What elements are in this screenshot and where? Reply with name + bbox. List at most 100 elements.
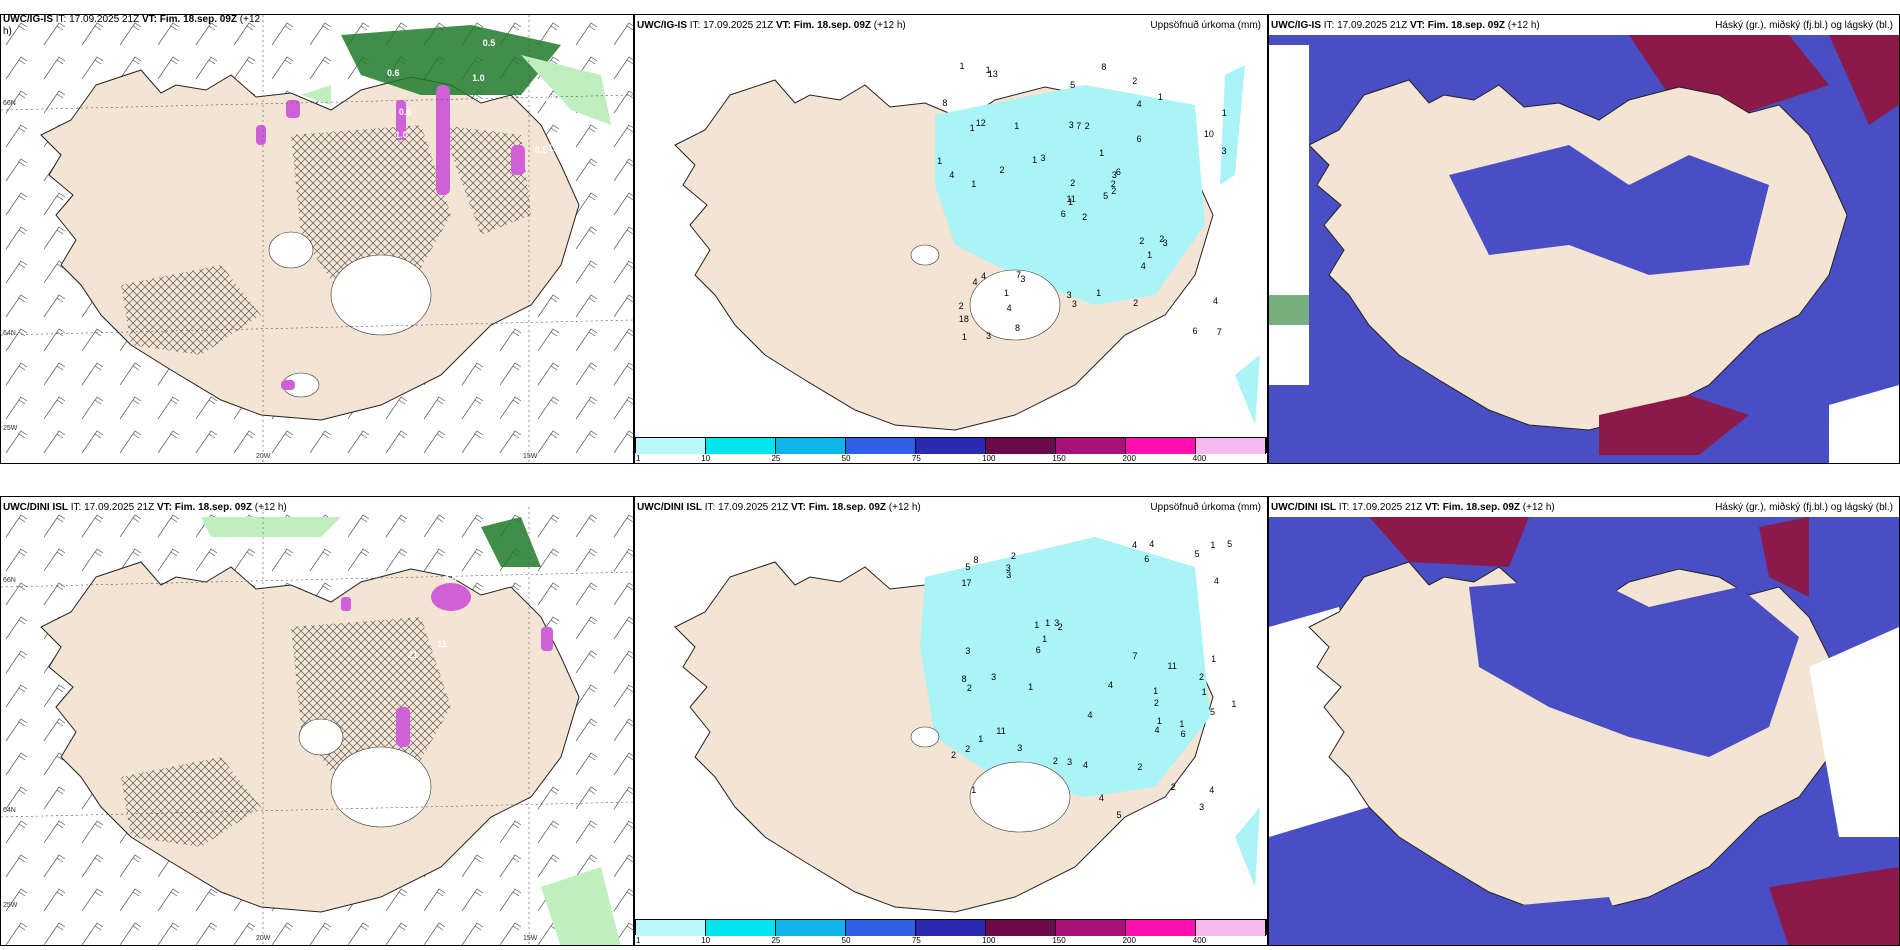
lon-label: 20W (256, 453, 271, 460)
precip-value: 2 (1133, 298, 1139, 309)
precip-value: 8 (961, 673, 967, 684)
panel-top-mid: UWC/IG-IS IT: 17.09.2025 21Z VT: Fim. 18… (634, 14, 1268, 464)
precip-value: 18 (958, 314, 969, 325)
lon-label: 15W (523, 453, 538, 460)
precip-value: 2 (1052, 755, 1058, 766)
wind-value: 0.5 (482, 37, 496, 48)
precip-value: 2 (1132, 76, 1138, 87)
precip-value: 5 (1210, 706, 1216, 717)
precip-value: 6 (1180, 729, 1186, 740)
wind-value: 11 (437, 639, 447, 650)
wind-value: 0.6 (387, 67, 400, 78)
precip-value: 5 (1103, 191, 1109, 202)
precip-value: 8 (942, 98, 948, 109)
precip-value: 1 (937, 155, 943, 166)
precip-value: 2 (965, 744, 971, 755)
precip-value: 4 (1136, 99, 1142, 110)
wind-value: 21 (407, 650, 418, 661)
panel-top-right: UWC/IG-IS IT: 17.09.2025 21Z VT: Fim. 18… (1268, 14, 1900, 464)
precip-value: 4 (1082, 759, 1088, 770)
colorbar-tick-label: 75 (911, 936, 921, 945)
precip-value: 4 (1209, 785, 1215, 796)
precip-value: 1 (1210, 539, 1216, 550)
colorbar-tick-label: 50 (841, 454, 851, 463)
precip-value: 1 (1003, 287, 1009, 298)
precip-value: 10 (1203, 129, 1214, 140)
precip-value: 1 (1045, 617, 1051, 628)
wind-value: 0.6 (398, 107, 412, 118)
precip-value: 3 (1040, 153, 1046, 163)
precip-value: 1 (1067, 196, 1073, 207)
precip-value: 1 (1153, 685, 1159, 696)
precip-value: 4 (1087, 710, 1093, 721)
lon-label: 25W (3, 902, 18, 909)
precip-value: 2 (999, 165, 1005, 176)
precip-value: 6 (1115, 167, 1121, 178)
precip-value: 13 (987, 69, 998, 80)
precip-value: 2 (1170, 781, 1176, 792)
precip-value: 1 (1034, 620, 1040, 631)
precip-value: 1 (1096, 287, 1102, 298)
precip-value: 5 (1070, 80, 1076, 91)
lat-label: 66N (3, 100, 16, 107)
colorbar-tick-label: 10 (701, 454, 711, 463)
precip-value: 3 (1111, 170, 1117, 181)
precip-value: 11 (1167, 661, 1177, 672)
colorbar-tick-label: 1 (636, 454, 641, 463)
precip-value: 2 (1137, 762, 1143, 773)
cloud-map (1269, 35, 1899, 463)
colorbar-swatch (776, 438, 846, 454)
precip-value: 1 (959, 60, 965, 71)
precip-value: 4 (1098, 793, 1104, 804)
panel-bot-left: UWC/DINI ISL IT: 17.09.2025 21Z VT: Fim.… (0, 496, 634, 946)
cloud-map (1269, 517, 1899, 945)
panel-header: UWC/DINI ISL IT: 17.09.2025 21Z VT: Fim.… (1271, 502, 1893, 513)
precip-value: 1 (1157, 91, 1163, 102)
precip-value: 3 (1017, 743, 1023, 754)
colorbar-swatch (636, 438, 706, 454)
precip-value: 6 (1060, 209, 1066, 220)
precip-value: 1 (1221, 107, 1227, 118)
colorbar-tick-label: 150 (1052, 936, 1066, 945)
precip-value: 2 (1057, 621, 1063, 632)
precip-value: 3 (965, 645, 971, 656)
colorbar-tick-label: 150 (1052, 454, 1066, 463)
colorbar-swatch (1196, 438, 1266, 454)
precip-value: 12 (975, 117, 986, 128)
precip-value: 17 (961, 577, 972, 588)
precip-value: 1 (1156, 716, 1162, 727)
colorbar-swatch (776, 920, 846, 936)
wind-value: 1.5 (548, 142, 561, 153)
precip-value: 5 (965, 562, 971, 572)
colorbar-swatch (986, 920, 1056, 936)
precip-value: 5 (1116, 809, 1122, 820)
colorbar-tick-label: 100 (982, 454, 996, 463)
wind-value: 0.5 (534, 144, 548, 155)
precip-value: 3 (986, 330, 992, 341)
precip-value: 4 (1006, 302, 1012, 313)
precip-value: 2 (1110, 178, 1116, 189)
precip-value: 2 (1070, 178, 1076, 188)
precip-value: 6 (1136, 133, 1142, 144)
panel-bot-right: UWC/DINI ISL IT: 17.09.2025 21Z VT: Fim.… (1268, 496, 1900, 946)
lon-label: 25W (3, 425, 18, 432)
wind-map (1, 15, 633, 463)
panel-header: UWC/IG-IS IT: 17.09.2025 21Z VT: Fim. 18… (3, 14, 261, 25)
colorbar-tick-label: 200 (1122, 454, 1136, 463)
colorbar-swatch (1056, 438, 1126, 454)
precip-value: 1 (1014, 121, 1020, 132)
precip-value: 1 (985, 65, 991, 76)
precip-value: 4 (1213, 575, 1219, 586)
precip-value: 2 (1198, 671, 1204, 682)
precip-value: 3 (1005, 562, 1011, 573)
precip-value: 2 (951, 749, 957, 760)
colorbar-swatch (706, 920, 776, 936)
precip-value: 1 (1032, 155, 1038, 166)
precip-value: 2 (966, 683, 972, 694)
precip-value: 11 (1066, 193, 1076, 204)
precip-value: 2 (1084, 120, 1090, 131)
precip-value: 3 (1068, 120, 1074, 131)
lon-label: 20W (256, 935, 271, 942)
panel-header: UWC/DINI ISL IT: 17.09.2025 21Z VT: Fim.… (637, 502, 1261, 513)
panel-bot-mid: UWC/DINI ISL IT: 17.09.2025 21Z VT: Fim.… (634, 496, 1268, 946)
